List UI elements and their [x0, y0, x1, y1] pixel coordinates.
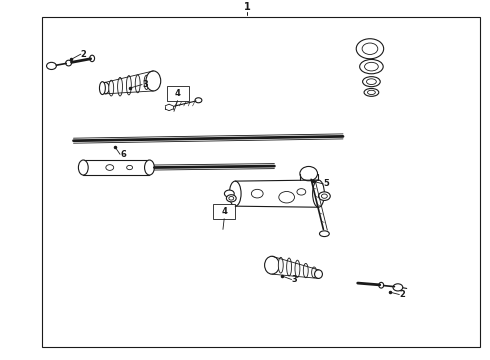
- Ellipse shape: [393, 284, 403, 291]
- Ellipse shape: [224, 190, 234, 197]
- Ellipse shape: [144, 75, 149, 90]
- Text: 4: 4: [175, 89, 180, 98]
- Bar: [167, 86, 189, 101]
- Bar: [213, 204, 235, 219]
- Ellipse shape: [90, 55, 95, 62]
- Ellipse shape: [195, 98, 202, 103]
- Ellipse shape: [287, 258, 292, 276]
- Ellipse shape: [318, 192, 330, 201]
- Ellipse shape: [356, 39, 384, 59]
- Ellipse shape: [229, 181, 241, 206]
- Ellipse shape: [295, 260, 300, 277]
- Ellipse shape: [360, 59, 383, 74]
- Ellipse shape: [312, 267, 317, 278]
- Ellipse shape: [319, 231, 329, 237]
- Ellipse shape: [265, 256, 279, 274]
- Ellipse shape: [126, 165, 132, 170]
- Ellipse shape: [363, 77, 380, 87]
- Bar: [42, 17, 480, 347]
- Ellipse shape: [146, 71, 161, 91]
- Ellipse shape: [368, 90, 375, 95]
- Ellipse shape: [251, 189, 263, 198]
- Ellipse shape: [229, 197, 234, 200]
- Ellipse shape: [303, 264, 308, 278]
- Text: 6: 6: [120, 150, 126, 159]
- Ellipse shape: [365, 62, 378, 71]
- Text: 2: 2: [81, 50, 87, 59]
- Ellipse shape: [362, 43, 378, 54]
- Ellipse shape: [126, 76, 131, 95]
- Ellipse shape: [78, 160, 88, 175]
- Ellipse shape: [109, 80, 114, 96]
- Ellipse shape: [145, 160, 154, 175]
- Ellipse shape: [106, 165, 114, 170]
- Ellipse shape: [226, 195, 236, 202]
- Ellipse shape: [99, 82, 105, 95]
- Text: 3: 3: [142, 80, 148, 89]
- Ellipse shape: [101, 82, 109, 94]
- Ellipse shape: [278, 257, 283, 273]
- Ellipse shape: [279, 192, 294, 203]
- Ellipse shape: [315, 270, 322, 278]
- Ellipse shape: [367, 79, 376, 85]
- Bar: [83, 160, 149, 175]
- Ellipse shape: [118, 77, 122, 96]
- Text: 4: 4: [221, 207, 227, 216]
- Text: 5: 5: [323, 180, 329, 189]
- Ellipse shape: [66, 60, 72, 66]
- Ellipse shape: [300, 166, 318, 181]
- Ellipse shape: [297, 189, 306, 195]
- Ellipse shape: [135, 75, 140, 93]
- Ellipse shape: [379, 282, 384, 288]
- Ellipse shape: [321, 194, 327, 198]
- Ellipse shape: [364, 89, 379, 96]
- Ellipse shape: [313, 180, 324, 207]
- Ellipse shape: [47, 62, 56, 69]
- Text: 1: 1: [244, 2, 251, 12]
- Text: 2: 2: [399, 290, 405, 299]
- Text: 3: 3: [292, 275, 297, 284]
